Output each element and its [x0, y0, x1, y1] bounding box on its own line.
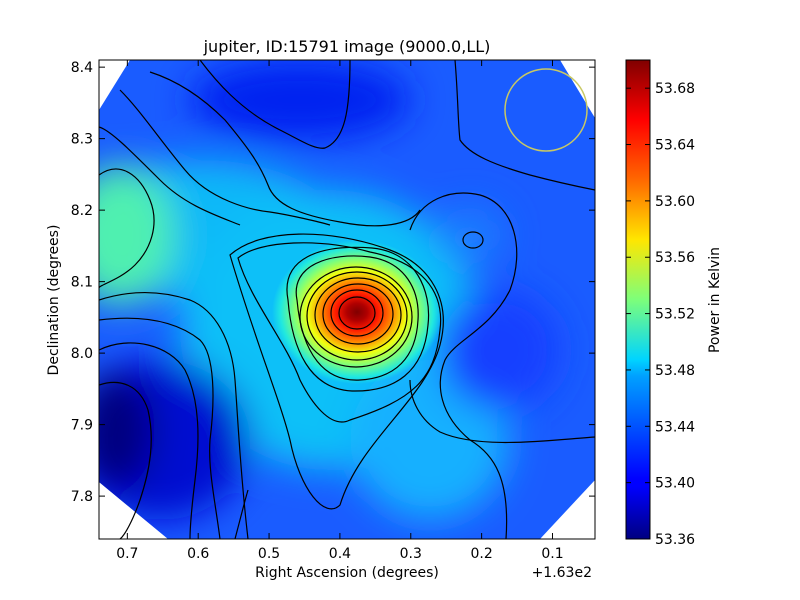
- beam-circle: [504, 68, 588, 152]
- x-tick-label: 0.6: [187, 546, 209, 562]
- colorbar-ticks: 53.36 53.40 53.44 53.48 53.52 53.56 53.60 53.64…: [626, 81, 695, 548]
- colorbar-tick-label: 53.48: [655, 363, 695, 379]
- colorbar-tick-label: 53.44: [655, 419, 695, 435]
- y-tick-label: 8.0: [71, 346, 93, 362]
- y-tick-label: 8.4: [71, 60, 93, 76]
- colorbar-tick-label: 53.40: [655, 476, 695, 492]
- y-tick-label: 7.9: [71, 418, 93, 434]
- colorbar: [625, 59, 651, 540]
- x-axis: 0.7 0.6 0.5 0.4 0.3 0.2 0.1: [116, 60, 564, 562]
- y-tick-label: 8.2: [71, 203, 93, 219]
- colorbar-tick-label: 53.36: [655, 532, 695, 548]
- plot-frame: [98, 59, 596, 540]
- y-tick-label: 8.1: [71, 275, 93, 291]
- colorbar-tick-label: 53.56: [655, 250, 695, 266]
- y-axis-label: Declination (degrees): [46, 225, 62, 376]
- colorbar-tick-label: 53.68: [655, 81, 695, 97]
- y-axis: 7.8 7.9 8.0 8.1 8.2 8.3 8.4: [71, 60, 595, 505]
- x-offset-label: +1.63e2: [532, 565, 592, 581]
- x-tick-label: 0.4: [329, 546, 351, 562]
- colorbar-tick-label: 53.52: [655, 307, 695, 323]
- x-tick-label: 0.3: [400, 546, 422, 562]
- x-tick-label: 0.2: [470, 546, 492, 562]
- y-tick-label: 8.3: [71, 132, 93, 148]
- colorbar-tick-label: 53.60: [655, 194, 695, 210]
- contours: [99, 60, 595, 539]
- colorbar-tick-label: 53.64: [655, 138, 695, 154]
- x-axis-label: Right Ascension (degrees): [255, 565, 439, 581]
- colorbar-label: Power in Kelvin: [707, 247, 723, 353]
- chart-title: jupiter, ID:15791 image (9000.0,LL): [203, 37, 491, 56]
- x-tick-label: 0.7: [116, 546, 138, 562]
- y-tick-label: 7.8: [71, 489, 93, 505]
- x-tick-label: 0.1: [541, 546, 563, 562]
- x-tick-label: 0.5: [258, 546, 280, 562]
